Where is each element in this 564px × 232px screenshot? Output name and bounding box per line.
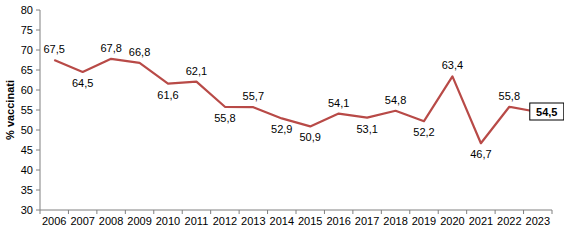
y-tick <box>36 130 40 131</box>
x-tick-label: 2020 <box>440 215 464 227</box>
line-chart: 30 35 40 45 50 55 60 65 70 75 80 % vaccinati 2006 200… <box>0 0 564 232</box>
data-label: 55,7 <box>243 90 264 102</box>
y-tick <box>36 10 40 11</box>
x-tick-divider <box>153 210 154 214</box>
x-tick-label: 2008 <box>99 215 123 227</box>
x-tick-label: 2006 <box>42 215 66 227</box>
x-tick-divider <box>68 210 69 214</box>
data-label: 55,8 <box>499 90 520 102</box>
x-tick-divider <box>523 210 524 214</box>
y-tick <box>36 170 40 171</box>
y-tick <box>36 110 40 111</box>
x-tick-label: 2012 <box>213 215 237 227</box>
x-tick-divider <box>40 210 41 214</box>
data-label: 46,7 <box>470 148 491 160</box>
x-tick-label: 2023 <box>526 215 550 227</box>
y-tick <box>36 90 40 91</box>
x-tick-label: 2009 <box>127 215 151 227</box>
data-label: 54,5 <box>536 106 557 118</box>
y-tick-label: 30 <box>21 204 33 216</box>
data-label: 63,4 <box>442 59 463 71</box>
data-label: 62,1 <box>186 65 207 77</box>
x-tick-label: 2011 <box>185 215 209 227</box>
x-tick-divider <box>552 210 553 214</box>
data-label: 52,9 <box>271 123 292 135</box>
x-tick-divider <box>125 210 126 214</box>
y-tick <box>36 150 40 151</box>
label-box <box>530 103 564 120</box>
data-label: 54,1 <box>328 97 349 109</box>
data-label: 55,8 <box>214 112 235 124</box>
data-label: 67,5 <box>44 43 65 55</box>
x-tick-divider <box>296 210 297 214</box>
data-label: 50,9 <box>300 131 321 143</box>
y-tick-label: 75 <box>21 24 33 36</box>
plot-area <box>54 59 538 143</box>
data-label: 52,2 <box>413 126 434 138</box>
x-tick-divider <box>466 210 467 214</box>
x-tick-label: 2019 <box>412 215 436 227</box>
y-tick-label: 40 <box>21 164 33 176</box>
data-label: 53,1 <box>356 123 377 135</box>
y-axis-label: % vaccinati <box>4 80 16 140</box>
y-tick-label: 35 <box>21 184 33 196</box>
x-tick-label: 2016 <box>326 215 350 227</box>
y-tick <box>36 190 40 191</box>
x-tick-label: 2010 <box>156 215 180 227</box>
y-tick <box>36 210 40 211</box>
y-tick-label: 45 <box>21 144 33 156</box>
y-tick-label: 60 <box>21 84 33 96</box>
x-tick-divider <box>210 210 211 214</box>
x-tick-label: 2015 <box>298 215 322 227</box>
data-label: 64,5 <box>72 77 93 89</box>
x-tick-divider <box>96 210 97 214</box>
x-tick-divider <box>324 210 325 214</box>
data-label: 67,8 <box>100 42 121 54</box>
x-tick-label: 2017 <box>355 215 379 227</box>
x-tick-label: 2022 <box>497 215 521 227</box>
x-tick-divider <box>267 210 268 214</box>
data-label: 54,8 <box>385 94 406 106</box>
x-tick-divider <box>495 210 496 214</box>
y-tick-label: 55 <box>21 104 33 116</box>
y-tick-label: 50 <box>21 124 33 136</box>
data-label: 66,8 <box>129 46 150 58</box>
x-tick-divider <box>438 210 439 214</box>
x-tick-divider <box>409 210 410 214</box>
x-tick-label: 2007 <box>70 215 94 227</box>
y-tick-label: 65 <box>21 64 33 76</box>
x-tick-label: 2014 <box>270 215 294 227</box>
y-tick-label: 70 <box>21 44 33 56</box>
y-tick-label: 80 <box>21 4 33 16</box>
data-line <box>54 59 538 143</box>
x-tick-divider <box>352 210 353 214</box>
y-tick <box>36 50 40 51</box>
x-tick-divider <box>182 210 183 214</box>
x-tick-divider <box>239 210 240 214</box>
y-tick <box>36 30 40 31</box>
x-tick-divider <box>381 210 382 214</box>
x-tick-label: 2013 <box>241 215 265 227</box>
y-tick <box>36 70 40 71</box>
data-label: 61,6 <box>157 89 178 101</box>
x-tick-label: 2018 <box>383 215 407 227</box>
chart-container: 30 35 40 45 50 55 60 65 70 75 80 % vaccinati 2006 200… <box>0 0 564 232</box>
x-tick-label: 2021 <box>469 215 493 227</box>
